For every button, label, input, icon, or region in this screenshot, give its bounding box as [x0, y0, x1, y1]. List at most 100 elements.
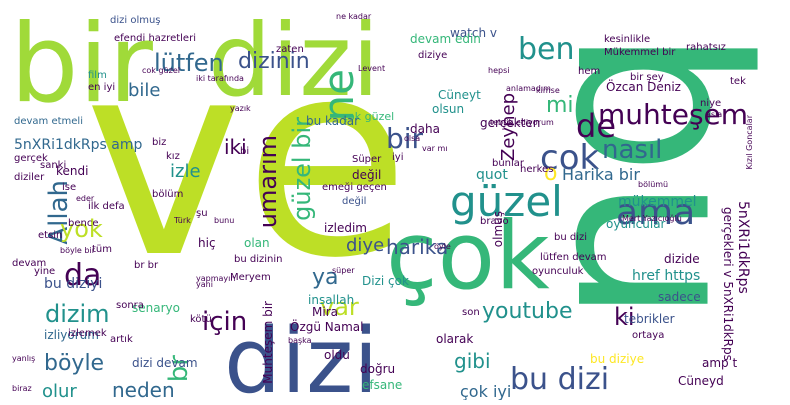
word-ortaya: ortaya: [632, 330, 665, 341]
word-insallah: insallah: [308, 293, 355, 307]
word-mi: mi: [546, 93, 574, 118]
word-hepsi: hepsi: [488, 66, 510, 75]
word-ben: ben: [518, 32, 575, 67]
word-bir-mid: bir: [386, 122, 424, 155]
word-bunu: bunu: [214, 216, 235, 225]
word-neden: neden: [112, 378, 175, 400]
word-hic: hiç: [198, 236, 216, 250]
word-bir: bir: [10, 5, 153, 127]
word-dizi-devam: dizi devam: [132, 356, 198, 370]
word-baska: başka: [288, 336, 312, 345]
word-kesinlikle: kesinlikle: [604, 34, 651, 45]
word-dogru: doğru: [360, 362, 396, 376]
word-ya: ya: [312, 265, 339, 290]
word-cuneyd: Cüneyd: [678, 374, 724, 388]
word-lutfen: lütfen: [154, 49, 224, 77]
word-cuneyt: Cüneyt: [438, 88, 481, 102]
word-youtube: youtube: [482, 299, 573, 324]
word-guzel: güzel: [450, 177, 563, 226]
word-olarak: olarak: [436, 332, 474, 346]
word-bence: bence: [68, 218, 99, 229]
word-kotu: kötü: [190, 314, 212, 325]
word-guzel-bir: güzel bir: [288, 117, 316, 221]
word-kizil-goncalar: Kızıl Goncalar: [745, 115, 754, 170]
word-cloud: ve bu bir dizi çok dizi güzel ama muhteş…: [6, 5, 784, 400]
word-cok-guzel-small: cok güzel: [142, 66, 180, 75]
word-5nxri1dkrps-amp: 5nXRi1dkRps amp: [14, 137, 143, 153]
word-mert-yazicioglu: Mert Yazıcıoğlu: [622, 214, 682, 223]
word-diziler: diziler: [14, 172, 45, 183]
word-dizinin: dizinin: [238, 49, 310, 74]
word-tum: tüm: [92, 244, 112, 255]
word-bu-dizi-small: bu dizi: [554, 232, 588, 243]
word-dizi-olmus: dizi olmuş: [110, 15, 161, 26]
word-dizim: dizim: [45, 300, 110, 328]
word-tek: tek: [730, 76, 746, 87]
word-biz: biz: [152, 137, 167, 148]
word-oyuncular: oyuncular: [606, 217, 666, 231]
word-niye: niye: [700, 98, 722, 109]
word-tebrik-ediyorum: tebrik ediyorum: [490, 118, 554, 127]
word-gercekleri: gerçekleri v 5nXRi1dkRps: [721, 207, 735, 361]
word-bu-diziye: bu diziye: [590, 352, 645, 366]
word-artik: artık: [110, 334, 133, 345]
word-izledim: izledim: [324, 221, 367, 235]
word-ise: ise: [62, 182, 77, 193]
word-bu-dizi-big: bu dizi: [510, 362, 610, 397]
word-ve: ve: [84, 5, 410, 317]
word-asla: asla: [706, 110, 723, 119]
word-da: da: [64, 258, 102, 293]
word-watch-v: watch v: [450, 26, 497, 40]
word-nasil: nasıl: [602, 135, 663, 165]
word-su: şu: [196, 208, 208, 219]
word-kiz: kız: [166, 151, 180, 162]
word-bu-dizinin: bu dizinin: [234, 254, 283, 265]
word-harika-bir: Harika bir: [562, 165, 640, 184]
word-yazik: yazık: [230, 104, 251, 113]
word-quot: quot: [476, 167, 508, 183]
word-olan: olan: [244, 236, 270, 250]
word-degil: değil: [352, 168, 382, 182]
word-yok: yok: [60, 215, 103, 243]
word-degil-2: değil: [342, 196, 367, 207]
word-boyle-bir: böyle bir: [60, 246, 95, 255]
word-devam-etmeli: devam etmeli: [14, 116, 83, 127]
word-mira: Mira: [312, 305, 338, 319]
word-iyi: iyi: [392, 152, 404, 163]
word-bi: bi: [240, 146, 250, 157]
word-sonra: sonra: [116, 300, 144, 311]
word-meryem: Meryem: [230, 272, 271, 283]
word-hem: hem: [578, 66, 601, 77]
word-de: de: [576, 107, 616, 145]
word-yine: yine: [34, 266, 56, 277]
word-emegi-gecen: emeği geçen: [322, 182, 387, 193]
word-harika: harika: [386, 235, 449, 259]
word-gercek: gerçek: [14, 153, 48, 164]
word-dizi-cok: Dizi çok: [362, 274, 409, 288]
word-devam-edin: devam edin: [410, 32, 481, 46]
word-diziye: diziye: [418, 50, 448, 61]
word-bravo: bravo: [480, 216, 509, 227]
word-ne-kadar: ne kadar: [336, 12, 372, 21]
word-mukemmel: mükemmel: [618, 194, 697, 210]
word-br-br: br br: [134, 260, 159, 271]
word-oldu: oldu: [324, 348, 350, 362]
word-izle: izle: [170, 161, 201, 182]
word-oyunculuk: oyunculuk: [532, 266, 584, 277]
word-etsin: etsin: [38, 230, 63, 241]
word-devam: devam: [12, 258, 47, 269]
word-zaten: zaten: [276, 44, 304, 55]
word-gercekten: gerçekten: [480, 116, 541, 130]
word-efsane: efsane: [362, 378, 403, 392]
word-oyle: öyle: [434, 242, 451, 251]
word-bile: bile: [128, 80, 161, 101]
word-izliyorum: izliyorum: [44, 328, 99, 342]
word-lutfen-devam: lütfen devam: [540, 252, 607, 263]
word-cok-iyi: çok iyi: [460, 382, 512, 400]
word-bolum: bölüm: [152, 189, 184, 200]
word-ki: ki: [614, 303, 635, 331]
word-olsun: olsun: [432, 102, 465, 116]
word-dizi-bottom: dizi: [224, 309, 379, 401]
word-o: o: [544, 161, 558, 186]
